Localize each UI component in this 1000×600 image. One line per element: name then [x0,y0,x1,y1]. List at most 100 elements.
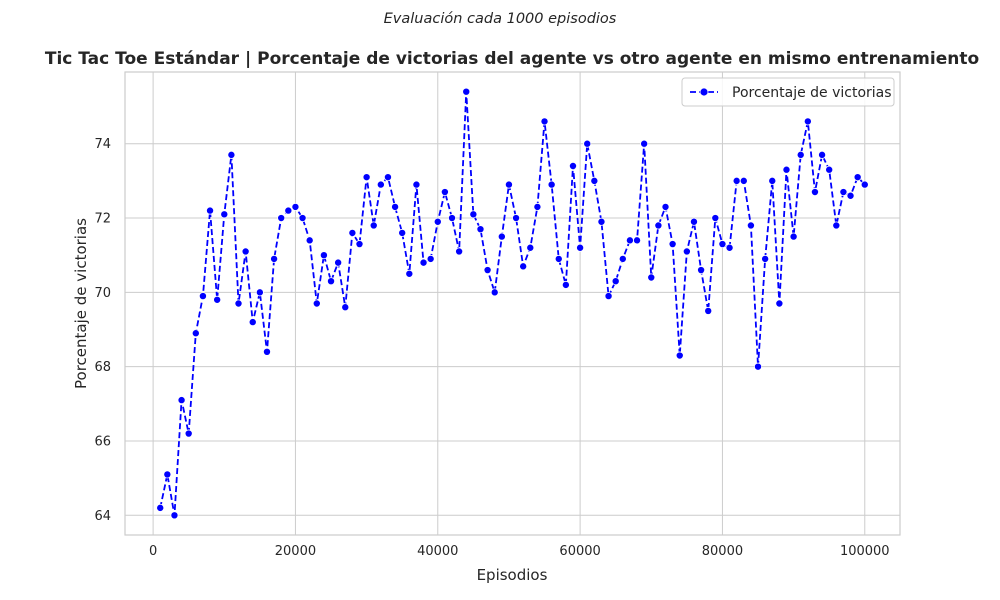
chart-title: Tic Tac Toe Estándar | Porcentaje de vic… [45,49,979,69]
data-point [839,188,848,197]
data-point [689,217,698,226]
legend-label: Porcentaje de victorias [732,85,892,101]
data-point [262,347,271,356]
data-point [383,173,392,182]
data-point [277,214,286,223]
data-point [526,243,535,252]
data-point [597,217,606,226]
data-point [455,247,464,256]
data-point [327,277,336,286]
y-tick-label: 72 [94,212,111,227]
x-tick-label: 0 [149,544,157,559]
data-point [568,162,577,171]
series-line [159,90,866,517]
x-tick-label: 40000 [417,544,458,559]
data-point [227,150,236,159]
x-tick-label: 100000 [840,544,890,559]
data-point [355,240,364,249]
chart-suptitle: Evaluación cada 1000 episodios [384,11,617,27]
data-point [177,396,186,405]
data-point [284,206,293,215]
data-point [697,266,706,275]
legend-marker-swatch [699,87,709,97]
data-point [469,210,478,219]
data-point [789,232,798,241]
data-point [832,221,841,230]
data-point [448,214,457,223]
data-point [376,180,385,189]
y-tick-label: 66 [94,434,111,449]
data-point [362,173,371,182]
x-tick-label: 60000 [559,544,600,559]
data-point [206,206,215,215]
data-point [490,288,499,297]
x-axis-label: Episodios [477,566,548,584]
data-point [754,362,763,371]
data-point [611,277,620,286]
data-point [298,214,307,223]
data-point [590,176,599,185]
data-point [576,243,585,252]
plot-area-frame [124,71,901,536]
data-point [675,351,684,360]
data-point [668,240,677,249]
data-point [170,511,179,520]
data-point [255,288,264,297]
data-point [234,299,243,308]
legend: Porcentaje de victorias [681,77,895,107]
data-point [554,254,563,263]
data-point [198,292,207,301]
data-point [796,150,805,159]
data-point [732,176,741,185]
grid-lines [125,72,900,535]
data-point [248,318,257,327]
data-point [561,280,570,289]
data-point [398,228,407,237]
data-point [746,221,755,230]
data-point [547,180,556,189]
data-point [846,191,855,200]
y-tick-label: 64 [94,509,111,524]
tick-labels: 0 20000 40000 60000 80000 100000 64 66 68 70 72 74 [94,137,889,559]
data-point [519,262,528,271]
legend-box [681,77,895,107]
data-point [319,251,328,260]
data-point [348,228,357,237]
data-point [782,165,791,174]
data-point [419,258,428,267]
data-point [803,117,812,126]
data-point [860,180,869,189]
data-point [818,150,827,159]
data-point [369,221,378,230]
y-tick-label: 70 [94,286,111,301]
data-point [810,188,819,197]
data-point [426,254,435,263]
data-point [483,266,492,275]
data-point [312,299,321,308]
x-tick-label: 80000 [702,544,743,559]
data-point [412,180,421,189]
data-point [156,503,165,512]
data-point [625,236,634,245]
data-point [633,236,642,245]
data-point [654,221,663,230]
data-point [512,214,521,223]
data-point [241,247,250,256]
data-point [761,254,770,263]
data-point [433,217,442,226]
data-point [775,299,784,308]
y-tick-label: 68 [94,360,111,375]
data-point [504,180,513,189]
data-point [213,295,222,304]
data-point [391,202,400,211]
data-point [661,202,670,211]
data-point [647,273,656,282]
data-point [682,247,691,256]
data-point [184,429,193,438]
data-point [739,176,748,185]
data-point [462,87,471,96]
data-point [163,470,172,479]
data-point [704,306,713,315]
data-point [768,176,777,185]
